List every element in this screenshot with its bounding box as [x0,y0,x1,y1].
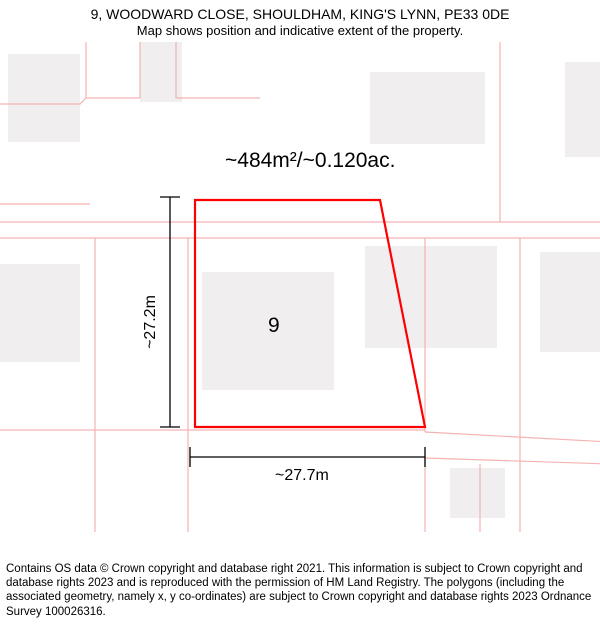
building [370,72,485,144]
page-subtitle: Map shows position and indicative extent… [0,23,600,38]
dim-label-width: ~27.7m [275,467,329,484]
building [540,252,600,352]
footer-text: Contains OS data © Crown copyright and d… [6,562,594,620]
dim-label-height: ~27.2m [142,295,159,349]
building [8,54,80,142]
area-label: ~484m²/~0.120ac. [225,149,395,172]
building [565,62,600,157]
page-title: 9, WOODWARD CLOSE, SHOULDHAM, KING'S LYN… [0,6,600,22]
map-area: ~484m²/~0.120ac. 9 ~27.2m ~27.7m [0,42,600,532]
building [0,264,80,362]
building [365,246,497,348]
page: 9, WOODWARD CLOSE, SHOULDHAM, KING'S LYN… [0,0,600,625]
building [450,468,505,518]
plot-number: 9 [268,314,280,337]
map-svg: ~484m²/~0.120ac. 9 ~27.2m ~27.7m [0,42,600,532]
header: 9, WOODWARD CLOSE, SHOULDHAM, KING'S LYN… [0,0,600,38]
